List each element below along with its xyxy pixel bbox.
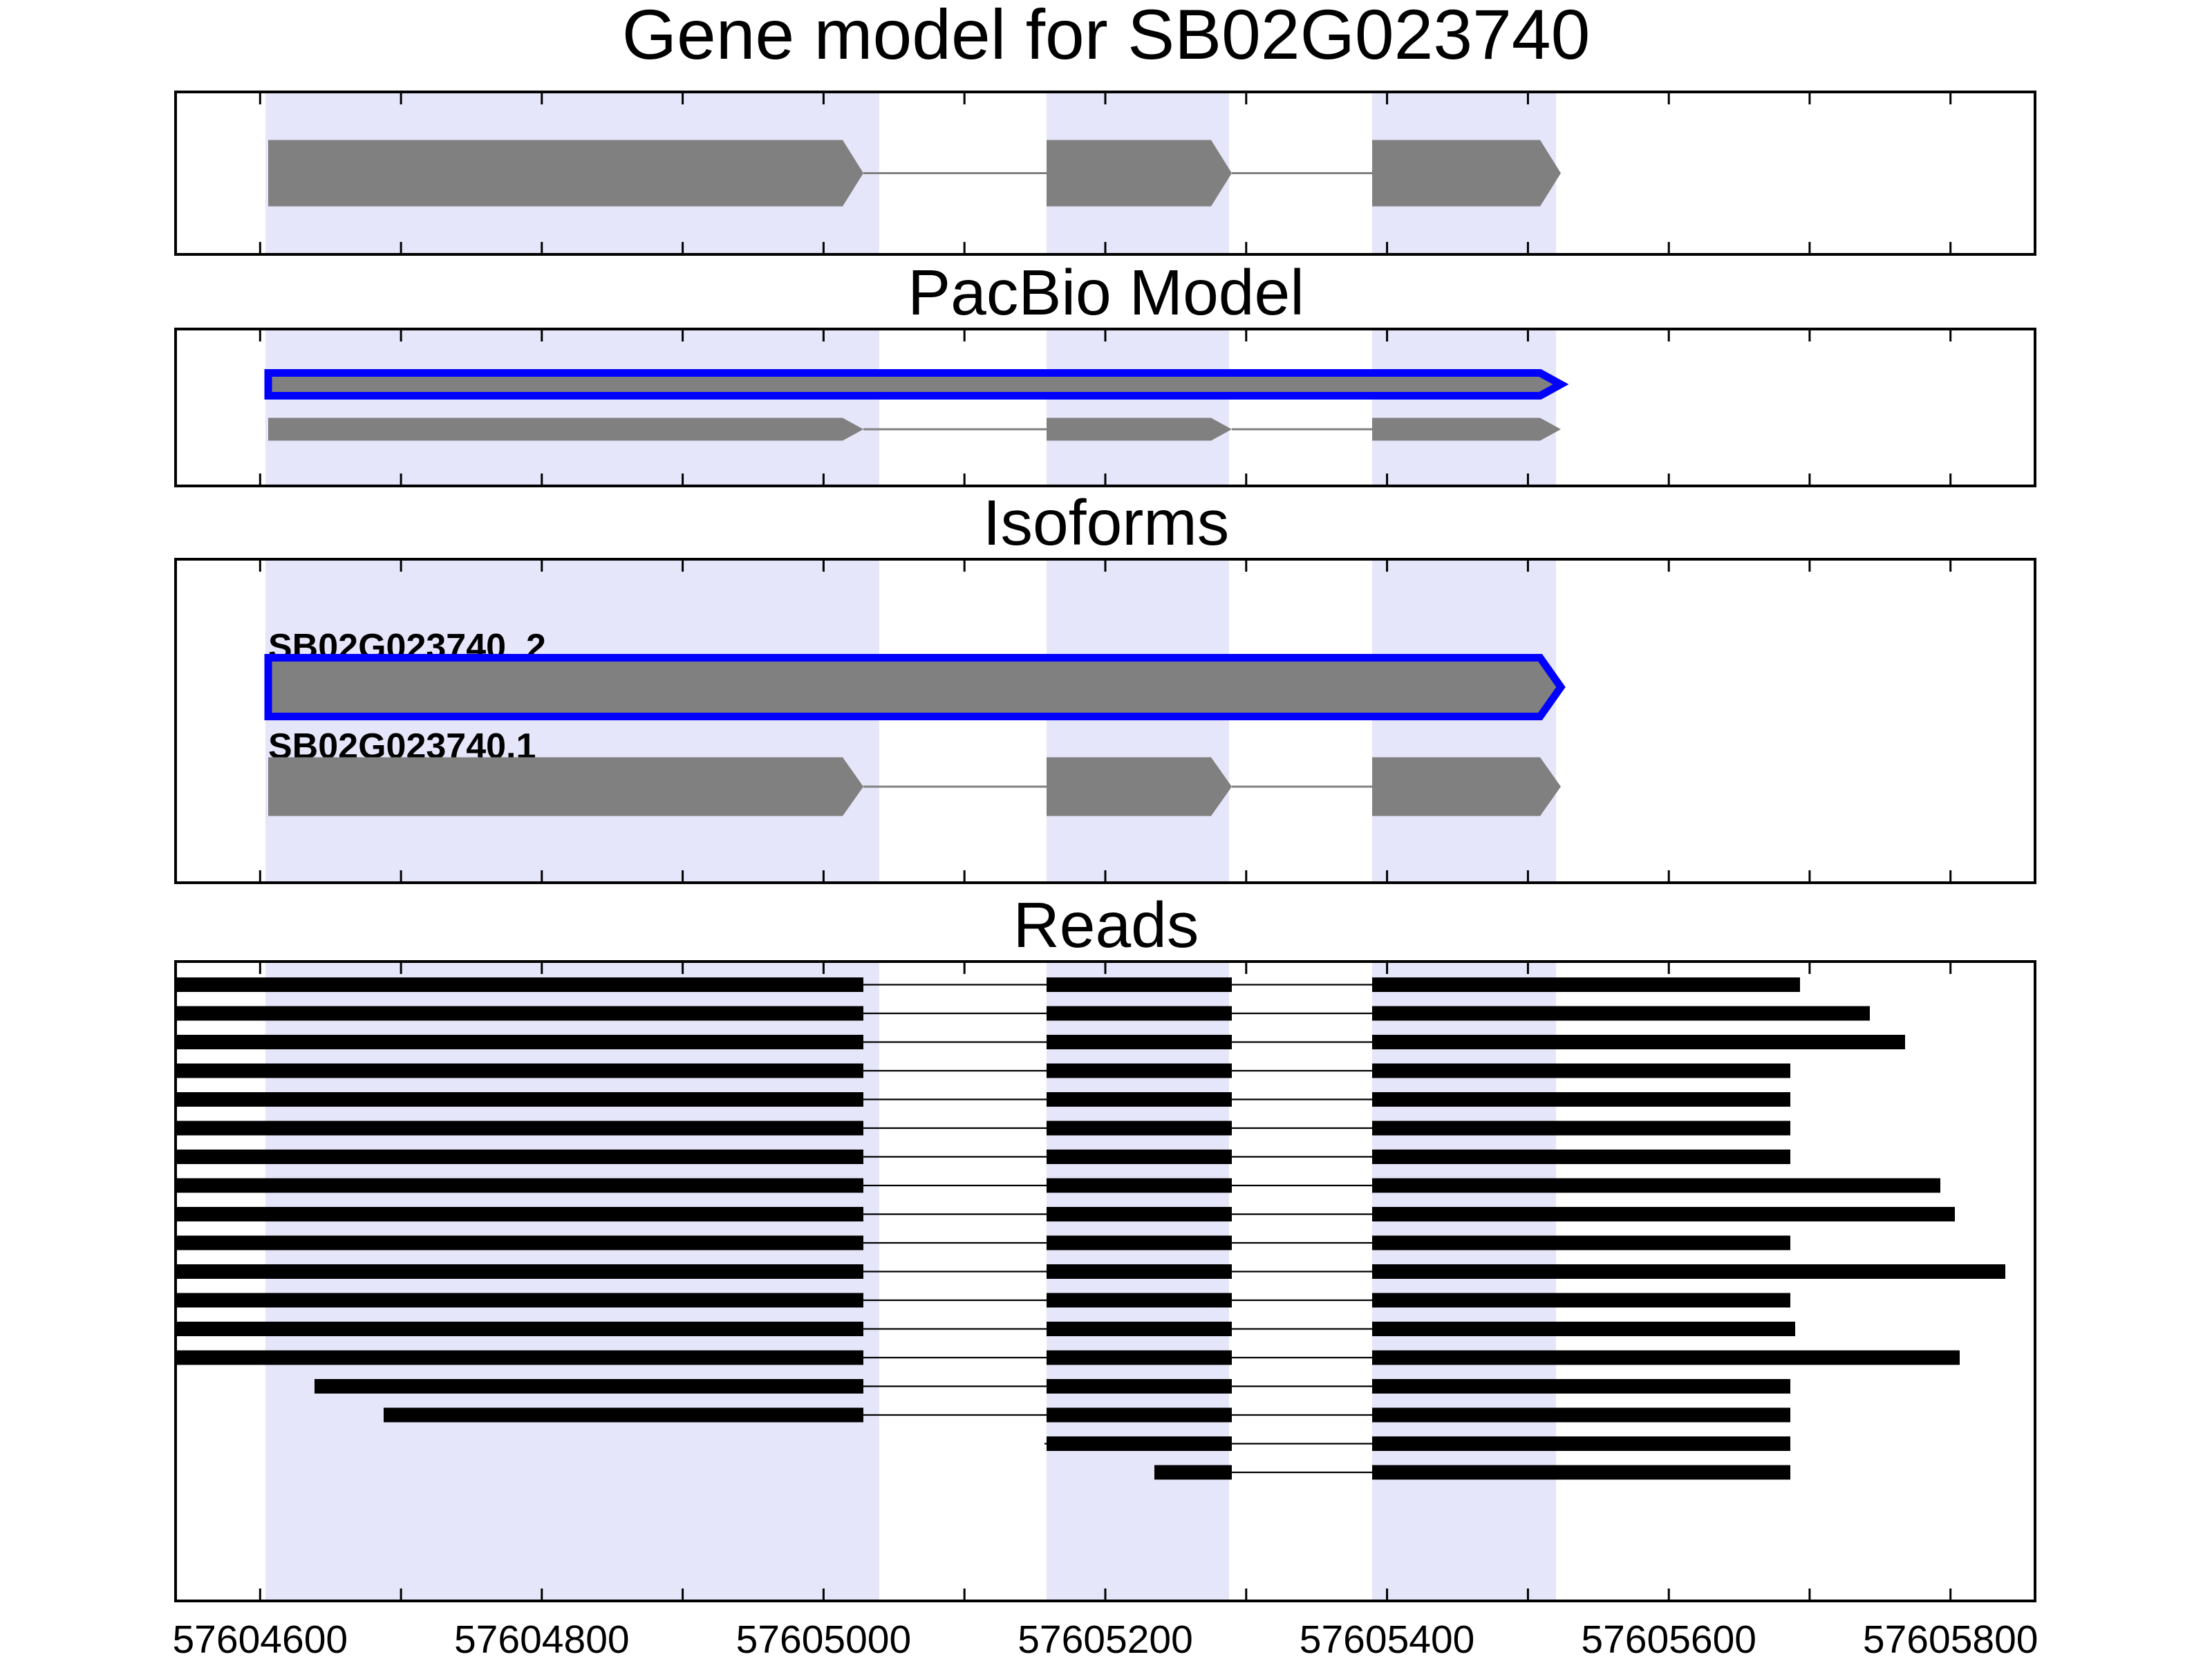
svg-text:Isoforms: Isoforms — [983, 487, 1230, 559]
svg-text:Reads: Reads — [1013, 889, 1199, 961]
svg-text:57605200: 57605200 — [1018, 1618, 1193, 1659]
svg-text:57604800: 57604800 — [454, 1618, 630, 1659]
svg-text:PacBio Model: PacBio Model — [908, 256, 1304, 328]
svg-text:57605400: 57605400 — [1300, 1618, 1475, 1659]
svg-text:57604600: 57604600 — [172, 1618, 348, 1659]
svg-text:Gene model for SB02G023740: Gene model for SB02G023740 — [622, 0, 1591, 74]
svg-text:57605800: 57605800 — [1863, 1618, 2038, 1659]
svg-text:57605600: 57605600 — [1581, 1618, 1756, 1659]
svg-text:57605000: 57605000 — [736, 1618, 912, 1659]
